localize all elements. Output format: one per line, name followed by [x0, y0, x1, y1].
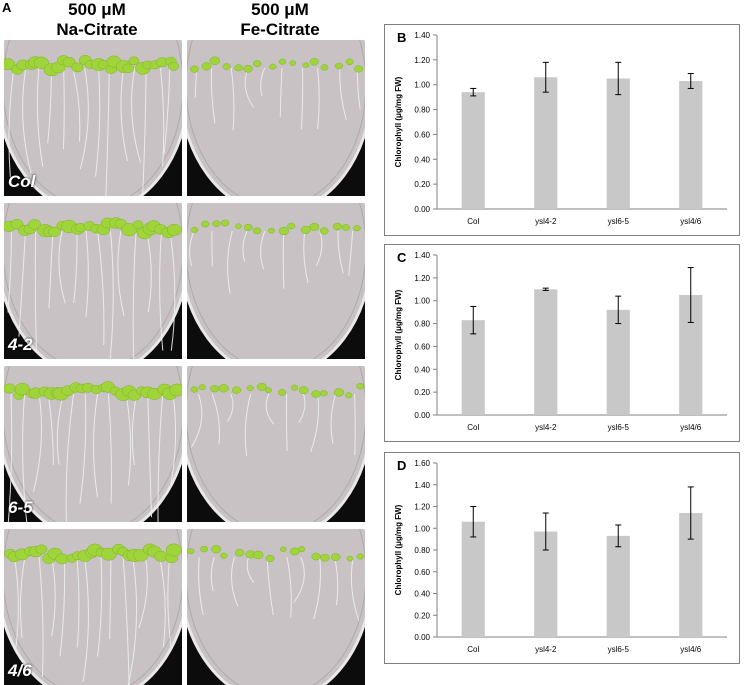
panel-letter: C	[397, 250, 407, 265]
seedling-plate-photo	[187, 366, 365, 522]
seedling-plate-photo: 6-5	[4, 366, 182, 522]
bar	[679, 295, 703, 415]
panel-a-letter: A	[2, 0, 12, 15]
error-bar	[615, 61, 622, 96]
y-tick-label: 0.60	[414, 342, 430, 351]
bar-chart: B 0.00 0.20 0.40 0.60 0.80 1.00 1.20 1.40 Chlorop…	[394, 30, 727, 226]
y-tick-label: 0.20	[414, 180, 430, 189]
error-bar	[687, 73, 694, 89]
y-tick-label: 1.40	[414, 251, 430, 260]
genotype-label: Col	[8, 172, 36, 191]
column-header-fe-citrate: 500 μM Fe-Citrate	[185, 0, 375, 40]
x-tick-label: Col	[467, 645, 479, 654]
x-tick-label: ysl4-2	[535, 423, 557, 432]
y-tick-label: 1.00	[414, 524, 430, 533]
bar	[679, 513, 703, 637]
x-tick-label: ysl4/6	[680, 645, 701, 654]
bar	[461, 320, 485, 415]
genotype-label: 4-2	[8, 335, 33, 354]
y-tick-label: 0.60	[414, 130, 430, 139]
x-tick-label: ysl4-2	[535, 645, 557, 654]
y-tick-label: 0.60	[414, 568, 430, 577]
seedling-plate-photo: Col	[4, 40, 182, 196]
bar	[606, 78, 630, 209]
error-bar	[687, 267, 694, 323]
y-tick-label: 0.40	[414, 155, 430, 164]
y-axis-label: Chlorophyll (μg/mg FW)	[394, 289, 403, 380]
x-tick-label: ysl4/6	[680, 217, 701, 226]
column-header-concentration: 500 μM	[68, 0, 126, 19]
y-tick-label: 1.40	[414, 481, 430, 490]
y-tick-label: 0.40	[414, 590, 430, 599]
y-tick-label: 0.00	[414, 633, 430, 642]
genotype-label: 6-5	[8, 498, 33, 517]
column-header-concentration: 500 μM	[251, 0, 309, 19]
seedling-plate-photo: 4/6	[4, 529, 182, 685]
genotype-label: 4/6	[8, 661, 32, 680]
y-tick-label: 1.20	[414, 56, 430, 65]
x-tick-label: ysl6-5	[608, 423, 630, 432]
error-bar	[470, 305, 477, 335]
bar	[606, 535, 630, 637]
bar	[534, 289, 558, 415]
y-axis-label: Chlorophyll (μg/mg FW)	[394, 76, 403, 167]
bar	[461, 92, 485, 209]
x-tick-label: ysl4-2	[535, 217, 557, 226]
error-bar	[615, 524, 622, 548]
panel-letter: B	[397, 30, 406, 45]
y-tick-label: 0.80	[414, 546, 430, 555]
y-tick-label: 1.20	[414, 503, 430, 512]
error-bar	[470, 87, 477, 97]
y-tick-label: 1.00	[414, 81, 430, 90]
y-tick-label: 0.20	[414, 388, 430, 397]
seedling-plate-photo: 4-2	[4, 203, 182, 359]
y-tick-label: 0.00	[414, 205, 430, 214]
error-bar	[470, 506, 477, 538]
column-header-treatment: Na-Citrate	[56, 20, 138, 39]
chart-panel-c: C 0.00 0.20 0.40 0.60 0.80 1.00 1.20 1.40 Chlorop…	[384, 244, 740, 442]
bar	[461, 521, 485, 637]
bar-chart: D 0.00 0.20 0.40 0.60 0.80 1.00 1.20 1.40 1.60 Chl…	[394, 458, 727, 654]
bar	[534, 531, 558, 637]
bar-chart: C 0.00 0.20 0.40 0.60 0.80 1.00 1.20 1.40 Chlorop…	[394, 250, 727, 432]
column-header-na-citrate: 500 μM Na-Citrate	[2, 0, 192, 40]
panel-letter: D	[397, 458, 406, 473]
y-tick-label: 1.60	[414, 459, 430, 468]
y-tick-label: 0.20	[414, 611, 430, 620]
y-tick-label: 1.00	[414, 297, 430, 306]
x-tick-label: ysl4/6	[680, 423, 701, 432]
y-tick-label: 0.80	[414, 320, 430, 329]
seedling-plate-photo	[187, 40, 365, 196]
x-tick-label: ysl6-5	[608, 645, 630, 654]
y-tick-label: 0.80	[414, 106, 430, 115]
x-tick-label: Col	[467, 423, 479, 432]
y-tick-label: 1.20	[414, 274, 430, 283]
error-bar	[542, 287, 549, 291]
y-tick-label: 1.40	[414, 31, 430, 40]
error-bar	[615, 295, 622, 325]
bar	[606, 309, 630, 415]
y-tick-label: 0.40	[414, 365, 430, 374]
bar	[534, 77, 558, 209]
x-tick-label: ysl6-5	[608, 217, 630, 226]
x-tick-label: Col	[467, 217, 479, 226]
error-bar	[687, 486, 694, 540]
y-tick-label: 0.00	[414, 411, 430, 420]
error-bar	[542, 61, 549, 93]
chart-panel-d: D 0.00 0.20 0.40 0.60 0.80 1.00 1.20 1.40 1.60 Chl…	[384, 452, 740, 664]
bar	[679, 80, 703, 209]
seedling-plate-photo	[187, 529, 365, 685]
y-axis-label: Chlorophyll (μg/mg FW)	[394, 504, 403, 595]
column-header-treatment: Fe-Citrate	[240, 20, 320, 39]
error-bar	[542, 512, 549, 551]
seedling-plate-photo	[187, 203, 365, 359]
chart-panel-b: B 0.00 0.20 0.40 0.60 0.80 1.00 1.20 1.40 Chlorop…	[384, 24, 740, 236]
